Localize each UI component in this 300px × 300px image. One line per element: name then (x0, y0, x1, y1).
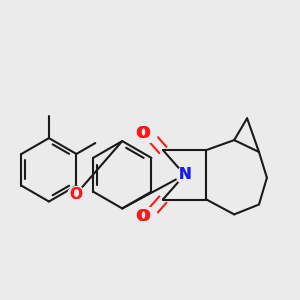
Text: O: O (138, 126, 151, 141)
Text: O: O (136, 126, 148, 141)
Text: N: N (178, 167, 191, 182)
Text: N: N (178, 167, 191, 182)
Text: O: O (138, 209, 151, 224)
Text: O: O (136, 209, 148, 224)
Text: O: O (69, 187, 82, 202)
Text: O: O (69, 187, 82, 202)
